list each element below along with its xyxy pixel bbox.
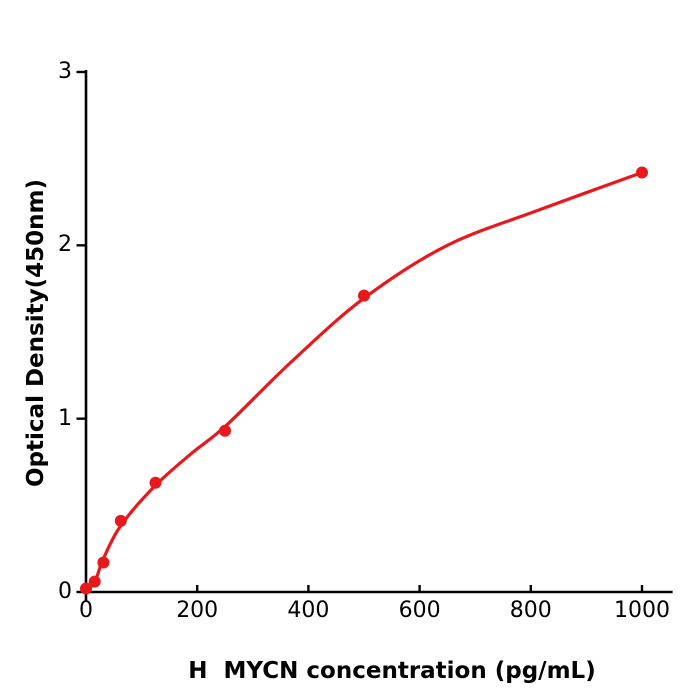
- x-axis-title: H MYCN concentration (pg/mL): [188, 658, 596, 684]
- data-point: [149, 476, 162, 489]
- x-tick-label: 0: [79, 598, 93, 623]
- data-point: [114, 514, 127, 527]
- data-point: [88, 575, 101, 588]
- x-tick-label: 800: [509, 598, 552, 623]
- y-tick-label: 0: [58, 579, 72, 604]
- data-point: [80, 582, 92, 595]
- x-tick-label: 600: [398, 598, 441, 623]
- y-tick-label: 1: [58, 405, 72, 431]
- data-point: [219, 424, 231, 437]
- y-tick-label: 3: [58, 59, 72, 84]
- y-axis-title: Optical Density(450nm): [23, 179, 49, 487]
- x-tick-label: 1000: [614, 598, 670, 623]
- fit-curve: [84, 170, 644, 592]
- data-point: [97, 556, 110, 569]
- data-point: [636, 166, 648, 179]
- y-tick-label: 2: [58, 232, 72, 258]
- x-tick-label: 200: [176, 598, 219, 623]
- data-point: [358, 289, 370, 302]
- x-tick-label: 400: [287, 598, 330, 623]
